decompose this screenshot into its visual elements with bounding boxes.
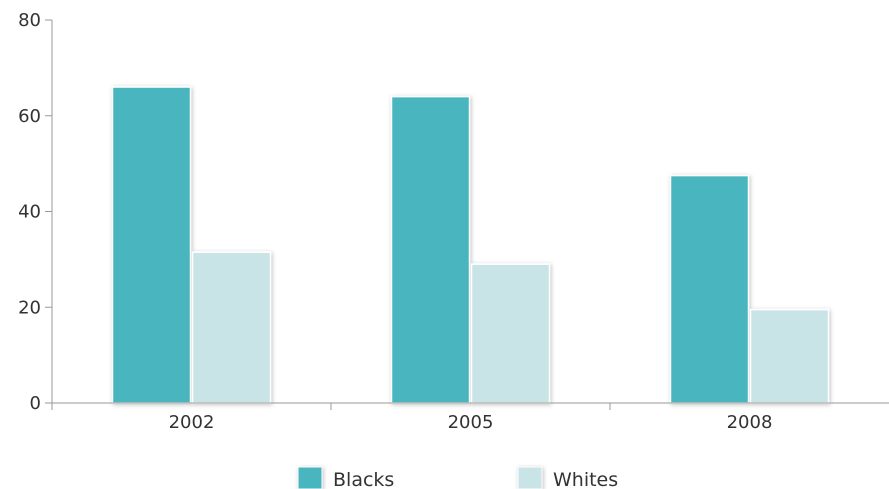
legend: Blacks Whites	[297, 466, 618, 489]
y-axis: 0 20 40 60 80	[18, 10, 53, 414]
bar-blacks-2005[interactable]	[390, 95, 471, 404]
bar-blacks-2002[interactable]	[111, 86, 192, 404]
bar-blacks-2008[interactable]	[669, 174, 750, 404]
bars-group	[111, 86, 830, 404]
x-tick-label: 2002	[169, 412, 215, 433]
legend-swatch	[517, 466, 543, 489]
legend-label: Whites	[553, 469, 618, 489]
x-tick-label: 2008	[727, 412, 773, 433]
x-axis: 2002 2005 2008	[51, 402, 889, 433]
y-tick-label: 20	[18, 297, 41, 318]
y-tick-label: 40	[18, 202, 41, 223]
bar-whites-2005[interactable]	[470, 263, 551, 404]
legend-swatch	[297, 466, 323, 489]
y-tick-label: 0	[30, 393, 41, 414]
bar-whites-2002[interactable]	[191, 251, 272, 404]
y-tick-label: 80	[18, 10, 41, 31]
legend-label: Blacks	[333, 469, 394, 489]
bar-whites-2008[interactable]	[749, 308, 830, 404]
legend-item-blacks[interactable]: Blacks	[297, 466, 394, 489]
y-tick-label: 60	[18, 106, 41, 127]
x-tick-label: 2005	[448, 412, 494, 433]
legend-item-whites[interactable]: Whites	[517, 466, 618, 489]
